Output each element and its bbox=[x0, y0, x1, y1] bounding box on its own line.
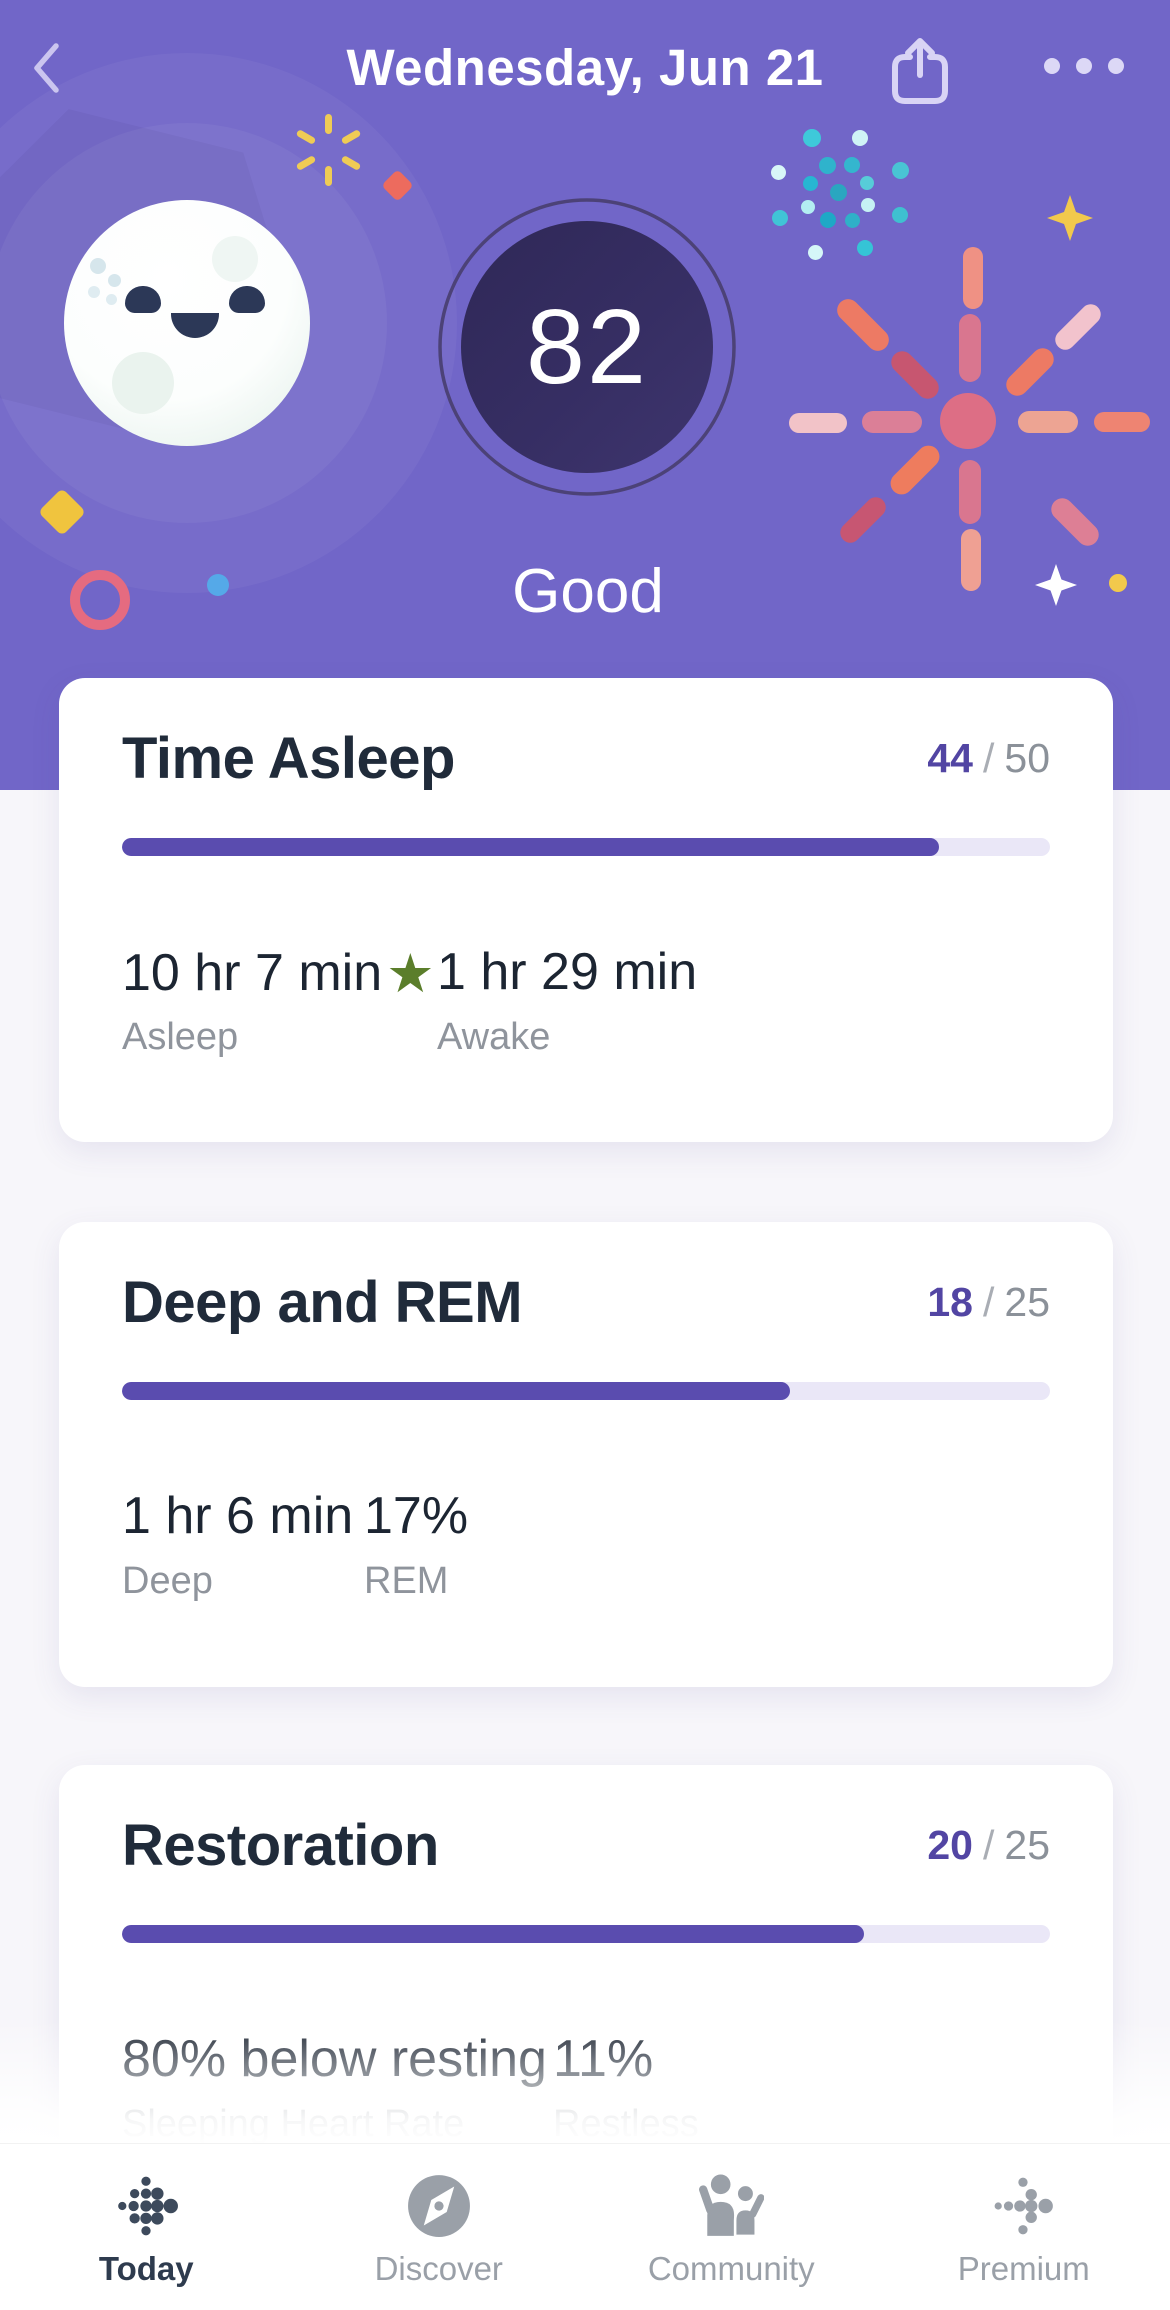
bottom-tab-bar: Today Discover bbox=[0, 2144, 1170, 2310]
stat-value: 17% bbox=[364, 1487, 469, 1545]
ellipsis-icon bbox=[1044, 58, 1060, 74]
compass-icon bbox=[403, 2170, 475, 2242]
moon-left-eye bbox=[125, 286, 161, 313]
progress-bar bbox=[122, 1382, 1050, 1400]
points-earned: 20 bbox=[927, 1821, 973, 1868]
stat-label: Asleep bbox=[122, 1016, 239, 1058]
fitbit-logo-icon bbox=[110, 2170, 182, 2242]
sparkle-burst-decoration bbox=[292, 114, 364, 186]
moon-right-eye bbox=[229, 286, 265, 313]
people-icon bbox=[695, 2170, 767, 2242]
tab-label: Community bbox=[647, 2250, 815, 2287]
points-total: 50 bbox=[1004, 734, 1050, 781]
progress-bar bbox=[122, 838, 1050, 856]
sleep-score-ring: 82 bbox=[417, 177, 757, 517]
tab-label: Today bbox=[98, 2250, 194, 2287]
sleep-score-value: 82 bbox=[526, 287, 648, 406]
tab-today[interactable]: Today bbox=[0, 2144, 293, 2310]
white-star-decoration bbox=[1035, 564, 1077, 606]
pink-circle-decoration bbox=[70, 570, 130, 630]
moon-mouth bbox=[171, 313, 219, 338]
card-time-asleep[interactable]: Time Asleep 44 / 50 10 hr 7 min★ 1 hr 29… bbox=[59, 678, 1113, 1142]
moon-illustration bbox=[64, 200, 310, 446]
stat-value: 1 hr 6 min bbox=[122, 1487, 354, 1545]
stat-label: Deep bbox=[122, 1560, 213, 1602]
card-score: 20 / 25 bbox=[927, 1822, 1050, 1869]
page-title: Wednesday, Jun 21 bbox=[346, 39, 824, 96]
points-earned: 18 bbox=[927, 1278, 973, 1325]
share-button[interactable] bbox=[884, 34, 956, 110]
score-separator: / bbox=[982, 1278, 995, 1325]
score-separator: / bbox=[982, 734, 995, 781]
card-title: Time Asleep bbox=[122, 725, 455, 791]
tab-premium[interactable]: Premium bbox=[878, 2144, 1170, 2310]
card-score: 18 / 25 bbox=[927, 1279, 1050, 1326]
progress-bar bbox=[122, 1925, 1050, 1943]
small-yellow-dot-decoration bbox=[1109, 574, 1127, 592]
star-icon: ★ bbox=[386, 944, 435, 1004]
points-earned: 44 bbox=[927, 734, 973, 781]
tab-label: Premium bbox=[957, 2250, 1090, 2287]
card-score: 44 / 50 bbox=[927, 735, 1050, 782]
share-icon bbox=[892, 38, 948, 104]
bottom-fade-overlay bbox=[0, 2020, 1170, 2144]
stat-label: Awake bbox=[437, 1016, 551, 1058]
blue-dot-decoration bbox=[207, 574, 229, 596]
sleep-score-rating: Good bbox=[512, 557, 664, 626]
sleep-score-hero: Wednesday, Jun 21 bbox=[0, 0, 1170, 790]
chevron-left-icon bbox=[34, 43, 59, 93]
stat-label: REM bbox=[364, 1560, 449, 1602]
card-deep-and-rem[interactable]: Deep and REM 18 / 25 1 hr 6 min 17% Deep… bbox=[59, 1222, 1113, 1687]
tab-community[interactable]: Community bbox=[585, 2144, 878, 2310]
app-bar: Wednesday, Jun 21 bbox=[0, 0, 1170, 130]
tab-discover[interactable]: Discover bbox=[293, 2144, 586, 2310]
stat-value: 1 hr 29 min bbox=[437, 943, 698, 1001]
back-button[interactable] bbox=[18, 32, 74, 104]
points-total: 25 bbox=[1004, 1821, 1050, 1868]
dots-arrow-icon bbox=[988, 2170, 1060, 2242]
score-circle bbox=[461, 221, 713, 473]
card-title: Deep and REM bbox=[122, 1269, 523, 1335]
score-separator: / bbox=[982, 1821, 995, 1868]
yellow-star-decoration bbox=[1047, 195, 1093, 241]
card-title: Restoration bbox=[122, 1812, 439, 1878]
tab-label: Discover bbox=[374, 2250, 503, 2287]
more-options-button[interactable] bbox=[1030, 36, 1138, 96]
stat-value: 10 hr 7 min★ bbox=[122, 944, 435, 1004]
points-total: 25 bbox=[1004, 1278, 1050, 1325]
